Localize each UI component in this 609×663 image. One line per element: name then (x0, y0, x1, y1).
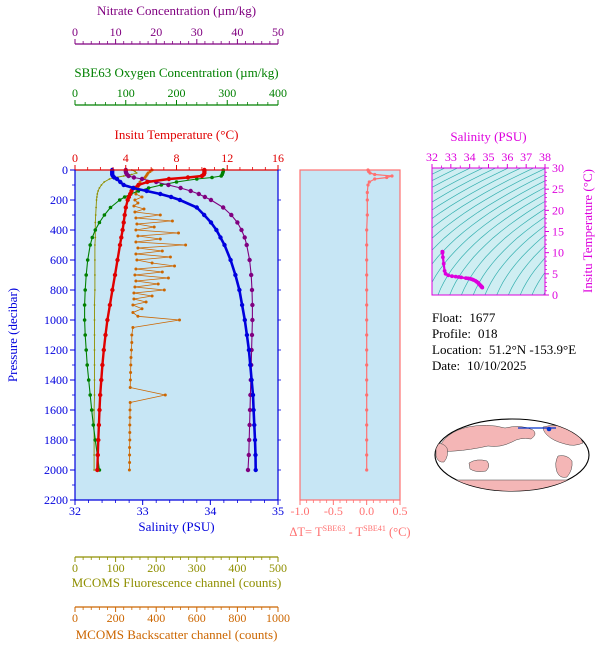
svg-text:33: 33 (137, 504, 149, 518)
svg-text:25: 25 (552, 182, 564, 196)
density-contours (432, 168, 545, 295)
nitrate-axis-title: Nitrate Concentration (µm/kg) (96, 3, 257, 18)
delta-t-axis-title: ΔT= TSBE63 - TSBE41 (°C) (289, 524, 411, 540)
svg-text:0.5: 0.5 (393, 504, 408, 518)
svg-text:1000: 1000 (44, 313, 68, 327)
svg-text:15: 15 (552, 225, 564, 239)
svg-text:10: 10 (110, 25, 122, 39)
svg-text:0: 0 (72, 561, 78, 575)
pressure-axis-title: Pressure (decibar) (5, 287, 20, 383)
svg-text:10: 10 (552, 246, 564, 260)
svg-text:30: 30 (552, 161, 564, 175)
svg-text:1600: 1600 (44, 403, 68, 417)
svg-text:500: 500 (269, 561, 287, 575)
svg-text:200: 200 (50, 193, 68, 207)
svg-text:5: 5 (552, 267, 558, 281)
float-location-marker (546, 426, 552, 432)
svg-text:600: 600 (50, 253, 68, 267)
svg-text:35: 35 (483, 150, 495, 164)
float-info-block: Float: 1677 Profile: 018 Location: 51.2°N -… (432, 310, 576, 374)
svg-text:0: 0 (62, 163, 68, 177)
svg-text:2000: 2000 (44, 463, 68, 477)
date-line: Date: 10/10/2025 (432, 358, 527, 373)
svg-text:35: 35 (272, 504, 284, 518)
svg-text:34: 34 (464, 150, 476, 164)
svg-text:300: 300 (188, 561, 206, 575)
svg-text:0: 0 (72, 151, 78, 165)
ts-temperature-axis-title: Insitu Temperature (°C) (580, 168, 595, 293)
temperature-axis-title: Insitu Temperature (°C) (114, 127, 239, 142)
svg-text:37: 37 (520, 150, 532, 164)
svg-text:38: 38 (539, 150, 551, 164)
backscatter-axis-title: MCOMS Backscatter channel (counts) (75, 627, 278, 642)
svg-text:1800: 1800 (44, 433, 68, 447)
svg-text:30: 30 (191, 25, 203, 39)
svg-text:1200: 1200 (44, 343, 68, 357)
svg-text:0: 0 (552, 288, 558, 302)
svg-text:-1.0: -1.0 (291, 504, 310, 518)
salinity-axis-title: Salinity (PSU) (138, 519, 215, 534)
svg-text:4: 4 (123, 151, 129, 165)
svg-text:300: 300 (218, 86, 236, 100)
svg-text:800: 800 (50, 283, 68, 297)
svg-text:33: 33 (445, 150, 457, 164)
svg-text:40: 40 (231, 25, 243, 39)
svg-text:0: 0 (72, 86, 78, 100)
svg-text:0.0: 0.0 (359, 504, 374, 518)
svg-text:2200: 2200 (44, 493, 68, 507)
svg-text:-0.5: -0.5 (324, 504, 343, 518)
ts-curve (440, 249, 485, 290)
series-backscatter (127, 168, 188, 472)
svg-text:34: 34 (204, 504, 216, 518)
float-id-line: Float: 1677 (432, 310, 496, 325)
oxygen-axis-title: SBE63 Oxygen Concentration (µm/kg) (74, 65, 279, 80)
plot-backgrounds (75, 168, 545, 500)
delta-t-plot: -1.0 -0.5 0.0 0.5 (291, 168, 408, 518)
ts-salinity-axis-title: Salinity (PSU) (450, 129, 527, 144)
svg-text:36: 36 (501, 150, 513, 164)
location-line: Location: 51.2°N -153.9°E (432, 342, 577, 357)
svg-text:32: 32 (426, 150, 438, 164)
svg-text:8: 8 (174, 151, 180, 165)
series-nitrate (123, 167, 255, 473)
svg-text:800: 800 (228, 611, 246, 625)
svg-text:0: 0 (72, 611, 78, 625)
svg-text:1000: 1000 (266, 611, 290, 625)
world-map (434, 418, 590, 492)
svg-text:400: 400 (269, 86, 287, 100)
svg-text:200: 200 (168, 86, 186, 100)
svg-text:400: 400 (50, 223, 68, 237)
svg-text:32: 32 (69, 504, 81, 518)
svg-text:100: 100 (107, 561, 125, 575)
svg-text:0: 0 (72, 25, 78, 39)
svg-text:50: 50 (272, 25, 284, 39)
svg-text:200: 200 (147, 561, 165, 575)
svg-text:16: 16 (272, 151, 284, 165)
ts-diagram: 32 33 34 35 36 37 38 0 5 10 15 20 25 30 (426, 150, 564, 302)
svg-text:20: 20 (150, 25, 162, 39)
svg-text:100: 100 (117, 86, 135, 100)
series-salinity (110, 167, 258, 473)
svg-text:200: 200 (107, 611, 125, 625)
main-profile-plot (82, 167, 258, 473)
svg-text:400: 400 (147, 611, 165, 625)
svg-text:600: 600 (188, 611, 206, 625)
series-temperature (95, 167, 207, 473)
fluorescence-axis-title: MCOMS Fluorescence channel (counts) (71, 575, 282, 590)
svg-text:20: 20 (552, 203, 564, 217)
svg-text:12: 12 (221, 151, 233, 165)
profile-line: Profile: 018 (432, 326, 498, 341)
svg-text:1400: 1400 (44, 373, 68, 387)
svg-text:400: 400 (228, 561, 246, 575)
